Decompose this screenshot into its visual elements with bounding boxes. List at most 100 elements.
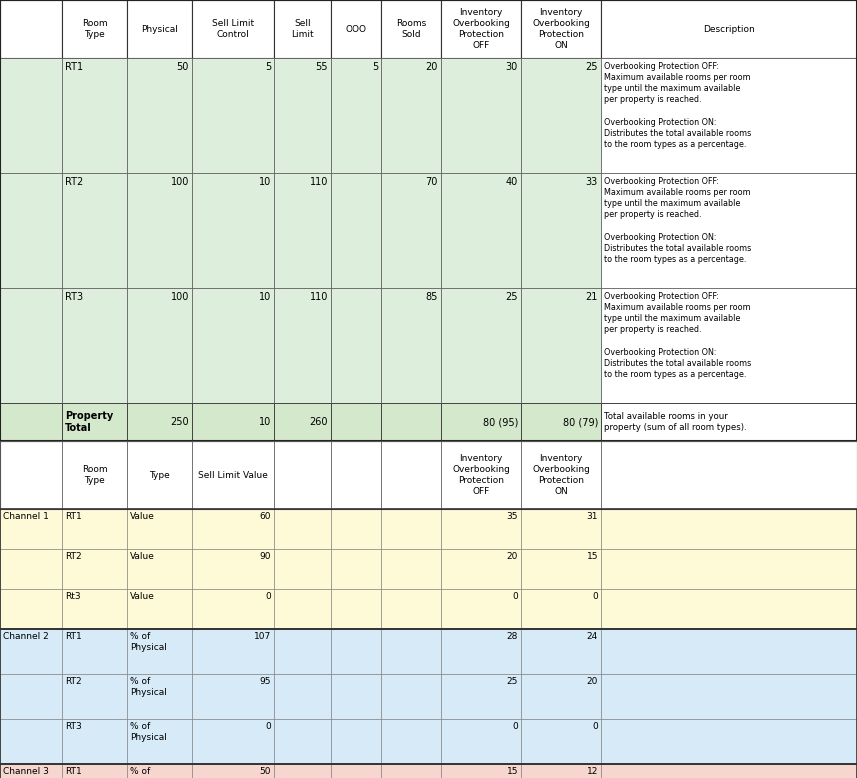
Bar (331, 403, 381, 441)
Text: 90: 90 (260, 552, 271, 561)
Text: Room
Type: Room Type (81, 465, 107, 485)
Text: 100: 100 (171, 177, 189, 187)
Bar (192, 549, 274, 589)
Text: Inventory
Overbooking
Protection
ON: Inventory Overbooking Protection ON (532, 454, 590, 496)
Text: 0: 0 (512, 722, 518, 731)
Bar (331, 589, 381, 629)
Bar (0, 403, 62, 441)
Text: 25: 25 (585, 62, 598, 72)
Bar (0, 0, 857, 441)
Bar (62, 629, 127, 674)
Bar (521, 674, 601, 719)
Text: 30: 30 (506, 62, 518, 72)
Bar (331, 58, 381, 173)
Bar (127, 719, 192, 764)
Bar (0, 441, 62, 509)
Bar (331, 0, 381, 58)
Bar (127, 0, 192, 58)
Bar (127, 509, 192, 549)
Bar (62, 0, 127, 58)
Text: Channel 1: Channel 1 (3, 512, 49, 521)
Bar (0, 509, 857, 629)
Bar (381, 549, 441, 589)
Text: 85: 85 (426, 292, 438, 302)
Bar (601, 719, 857, 764)
Text: 28: 28 (506, 632, 518, 641)
Text: Physical: Physical (141, 24, 178, 33)
Bar (521, 589, 601, 629)
Bar (274, 629, 331, 674)
Text: Total available rooms in your
property (sum of all room types).: Total available rooms in your property (… (604, 412, 746, 432)
Text: 33: 33 (585, 177, 598, 187)
Text: RT1: RT1 (65, 632, 81, 641)
Bar (331, 441, 381, 509)
Text: 20: 20 (426, 62, 438, 72)
Bar (0, 629, 857, 764)
Bar (441, 0, 521, 58)
Bar (192, 509, 274, 549)
Bar (521, 549, 601, 589)
Bar (127, 441, 192, 509)
Text: 95: 95 (260, 677, 271, 686)
Bar (381, 173, 441, 288)
Bar (601, 764, 857, 778)
Bar (127, 764, 192, 778)
Bar (62, 441, 127, 509)
Text: Property
Total: Property Total (65, 411, 113, 433)
Text: 24: 24 (587, 632, 598, 641)
Text: Channel 3: Channel 3 (3, 767, 49, 776)
Bar (0, 173, 62, 288)
Text: 21: 21 (585, 292, 598, 302)
Bar (521, 509, 601, 549)
Text: 25: 25 (506, 677, 518, 686)
Bar (381, 441, 441, 509)
Bar (521, 403, 601, 441)
Bar (601, 58, 857, 173)
Bar (0, 629, 62, 674)
Bar (601, 0, 857, 58)
Bar (62, 173, 127, 288)
Bar (62, 58, 127, 173)
Text: % of
Physical: % of Physical (130, 632, 167, 652)
Bar (192, 719, 274, 764)
Text: 60: 60 (260, 512, 271, 521)
Text: Room
Type: Room Type (81, 19, 107, 39)
Bar (381, 288, 441, 403)
Bar (127, 403, 192, 441)
Bar (62, 549, 127, 589)
Text: 0: 0 (592, 722, 598, 731)
Bar (521, 764, 601, 778)
Text: % of
Available: % of Available (130, 767, 171, 778)
Bar (127, 589, 192, 629)
Bar (381, 509, 441, 549)
Bar (274, 0, 331, 58)
Text: 110: 110 (309, 177, 328, 187)
Text: 250: 250 (171, 417, 189, 427)
Bar (0, 764, 62, 778)
Bar (192, 764, 274, 778)
Bar (441, 549, 521, 589)
Text: RT2: RT2 (65, 177, 83, 187)
Bar (274, 403, 331, 441)
Bar (521, 288, 601, 403)
Bar (381, 674, 441, 719)
Bar (601, 403, 857, 441)
Bar (381, 589, 441, 629)
Text: 20: 20 (587, 677, 598, 686)
Bar (192, 173, 274, 288)
Bar (0, 58, 62, 173)
Text: OOO: OOO (345, 24, 367, 33)
Bar (601, 509, 857, 549)
Bar (0, 509, 62, 549)
Bar (274, 58, 331, 173)
Text: 15: 15 (506, 767, 518, 776)
Text: 260: 260 (309, 417, 328, 427)
Text: 40: 40 (506, 177, 518, 187)
Bar (274, 589, 331, 629)
Bar (381, 0, 441, 58)
Bar (192, 58, 274, 173)
Bar (441, 629, 521, 674)
Text: Value: Value (130, 552, 155, 561)
Bar (0, 764, 857, 778)
Bar (0, 549, 62, 589)
